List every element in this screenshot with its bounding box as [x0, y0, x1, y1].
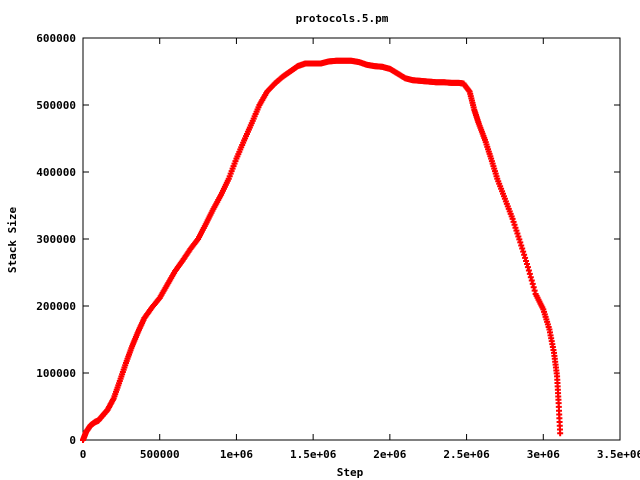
- x-tick-label: 3e+06: [527, 448, 560, 461]
- x-tick-label: 3.5e+06: [597, 448, 640, 461]
- data-point: [557, 430, 564, 437]
- data-series: [80, 57, 564, 443]
- y-axis-label: Stack Size: [6, 207, 19, 274]
- y-tick-label: 300000: [36, 233, 76, 246]
- y-tick-label: 600000: [36, 32, 76, 45]
- x-axis: 0 500000 1e+06 1.5e+06 2e+06 2.5e+06 3e+06 3.5e…: [80, 38, 640, 461]
- x-tick-label: 2e+06: [373, 448, 406, 461]
- chart-title: protocols.5.pm: [296, 12, 389, 25]
- x-tick-label: 2.5e+06: [443, 448, 490, 461]
- y-axis: 0 100000 200000 300000 400000 500000 600000: [36, 32, 620, 447]
- y-tick-label: 500000: [36, 99, 76, 112]
- y-tick-label: 200000: [36, 300, 76, 313]
- x-tick-label: 0: [80, 448, 87, 461]
- x-axis-label: Step: [337, 466, 364, 479]
- y-tick-label: 100000: [36, 367, 76, 380]
- y-tick-label: 0: [69, 434, 76, 447]
- y-tick-label: 400000: [36, 166, 76, 179]
- x-tick-label: 1.5e+06: [290, 448, 337, 461]
- x-tick-label: 500000: [140, 448, 180, 461]
- plot-frame: [82, 37, 621, 441]
- x-tick-label: 1e+06: [220, 448, 253, 461]
